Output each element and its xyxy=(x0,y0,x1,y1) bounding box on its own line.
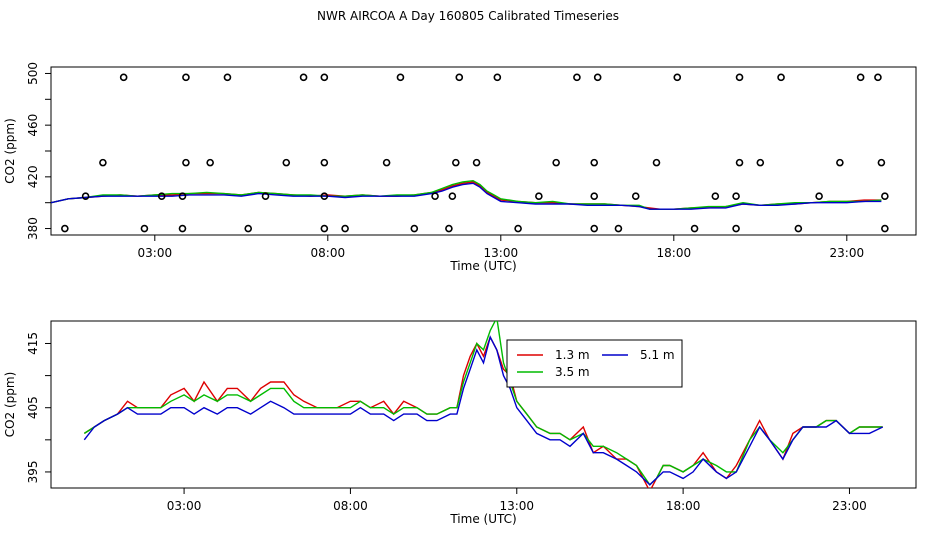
x-tick-label: 03:00 xyxy=(167,499,202,513)
scatter-point xyxy=(815,192,823,201)
scatter-point xyxy=(573,73,581,82)
y-tick-label: 395 xyxy=(26,460,40,483)
scatter-point xyxy=(396,73,405,82)
scatter-point xyxy=(99,158,107,167)
scatter-point xyxy=(877,158,886,167)
series-line-1.3m xyxy=(83,335,883,488)
x-tick-label: 03:00 xyxy=(138,246,173,260)
y-axis-title: CO2 (ppm) xyxy=(3,118,17,184)
x-tick-label: 13:00 xyxy=(499,499,534,513)
scatter-point xyxy=(182,73,190,82)
scatter-point xyxy=(140,224,149,233)
scatter-point xyxy=(493,73,502,82)
scatter-point xyxy=(206,158,214,167)
legend-box xyxy=(506,339,683,388)
scatter-point xyxy=(735,73,744,82)
scatter-point xyxy=(673,73,682,82)
scatter-point xyxy=(631,192,640,201)
scatter-point xyxy=(261,192,270,201)
scatter-point xyxy=(320,192,329,201)
x-tick-label: 13:00 xyxy=(484,246,519,260)
series-line-3.5m xyxy=(83,321,883,486)
scatter-point xyxy=(341,224,349,233)
scatter-point xyxy=(157,192,166,201)
scatter-point xyxy=(593,73,602,82)
scatter-point xyxy=(81,192,90,201)
scatter-point xyxy=(282,158,291,167)
scatter-point xyxy=(874,73,882,82)
scatter-point xyxy=(552,158,560,167)
y-tick-label: 420 xyxy=(26,165,40,188)
y-tick-label: 405 xyxy=(26,396,40,419)
x-tick-label: 18:00 xyxy=(657,246,692,260)
scatter-point xyxy=(690,224,699,233)
scatter-point xyxy=(794,224,803,233)
x-tick-label: 23:00 xyxy=(832,499,867,513)
scatter-point xyxy=(410,224,419,233)
plot-frame-1 xyxy=(50,66,917,236)
scatter-point xyxy=(223,73,232,82)
scatter-point xyxy=(535,192,543,201)
legend-label: 1.3 m xyxy=(555,348,590,362)
scatter-point xyxy=(777,73,785,82)
scatter-point xyxy=(61,224,69,233)
scatter-point xyxy=(178,192,187,201)
y-tick-label: 415 xyxy=(26,332,40,355)
scatter-point xyxy=(445,224,453,233)
scatter-point xyxy=(320,158,329,167)
x-tick-label: 23:00 xyxy=(830,246,865,260)
scatter-point xyxy=(652,158,661,167)
scatter-point xyxy=(836,158,844,167)
series-line-2 xyxy=(51,179,882,210)
scatter-point xyxy=(881,192,889,201)
scatter-point xyxy=(514,224,522,233)
x-tick-label: 18:00 xyxy=(666,499,701,513)
scatter-point xyxy=(711,192,720,201)
scatter-point xyxy=(452,158,460,167)
plot-frame-2 xyxy=(50,320,917,489)
scatter-point xyxy=(455,73,464,82)
scatter-point xyxy=(382,158,391,167)
y-tick-label: 460 xyxy=(26,114,40,137)
scatter-point xyxy=(320,224,329,233)
y-tick-label: 500 xyxy=(26,62,40,85)
scatter-point xyxy=(856,73,865,82)
x-tick-label: 08:00 xyxy=(311,246,346,260)
y-tick-label: 380 xyxy=(26,217,40,240)
legend-label: 5.1 m xyxy=(640,348,675,362)
scatter-point xyxy=(590,192,599,201)
scatter-point xyxy=(881,224,889,233)
scatter-point xyxy=(472,158,481,167)
page-title: NWR AIRCOA A Day 160805 Calibrated Times… xyxy=(316,9,619,23)
series-line-5.1m xyxy=(83,335,884,486)
scatter-point xyxy=(732,192,740,201)
scatter-point xyxy=(735,158,744,167)
scatter-point xyxy=(299,73,308,82)
series-line-3 xyxy=(51,182,882,210)
scatter-point xyxy=(756,158,765,167)
scatter-point xyxy=(614,224,623,233)
y-axis-title: CO2 (ppm) xyxy=(3,372,17,438)
scatter-point xyxy=(431,192,439,201)
x-axis-title: Time (UTC) xyxy=(449,259,516,273)
x-tick-label: 08:00 xyxy=(333,499,368,513)
scatter-point xyxy=(590,158,599,167)
scatter-point xyxy=(244,224,253,233)
x-axis-title: Time (UTC) xyxy=(449,512,516,526)
scatter-point xyxy=(178,224,187,233)
legend-label: 3.5 m xyxy=(555,365,590,379)
scatter-point xyxy=(119,73,128,82)
scatter-point xyxy=(732,224,740,233)
scatter-point xyxy=(590,224,599,233)
scatter-point xyxy=(320,73,329,82)
scatter-point xyxy=(182,158,190,167)
scatter-point xyxy=(448,192,457,201)
